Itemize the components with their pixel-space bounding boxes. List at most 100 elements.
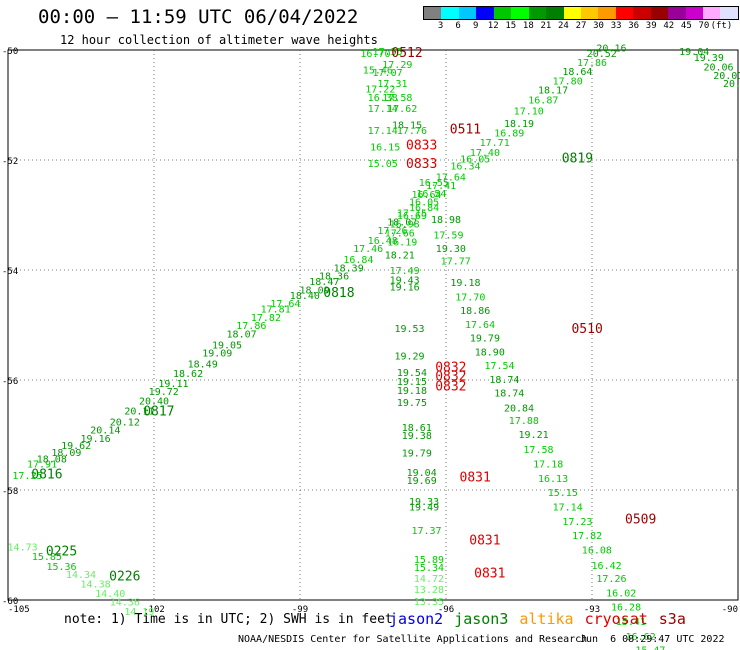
- pass-time-label: 0509: [625, 513, 656, 528]
- satellite-jason2: jason2: [389, 610, 444, 628]
- swh-point: 20.11: [124, 406, 154, 417]
- swh-point: 17.31: [377, 79, 407, 90]
- swh-point: 16.28: [611, 603, 641, 614]
- x-tick-label: -105: [8, 605, 30, 615]
- scale-swatch: [633, 7, 651, 19]
- swh-point: 16.64: [411, 190, 441, 201]
- swh-point: 17.58: [382, 93, 412, 104]
- swh-point: 19.54: [397, 368, 427, 379]
- scale-swatch: [720, 7, 738, 19]
- swh-point: 17.64: [436, 173, 466, 184]
- pass-time-label: 0510: [571, 322, 602, 337]
- swh-point: 17.46: [353, 244, 383, 255]
- pass-time-label: 0226: [109, 569, 140, 584]
- scale-swatch: [441, 7, 459, 19]
- swh-point: 16.02: [606, 588, 636, 599]
- scale-label: 6: [455, 21, 461, 31]
- swh-point: 19.05: [212, 340, 242, 351]
- swh-point: 15.34: [414, 563, 444, 574]
- swh-point: 20.34: [723, 79, 740, 90]
- swh-point: 18.98: [431, 215, 461, 226]
- swh-point: 19.75: [397, 398, 427, 409]
- swh-point: 17.07: [373, 68, 403, 79]
- swh-point: 17.80: [553, 76, 583, 87]
- swh-point: 17.71: [480, 138, 510, 149]
- scale-label: 21: [540, 21, 552, 31]
- swh-point: 19.29: [394, 351, 424, 362]
- y-tick-label: -56: [2, 377, 18, 387]
- scale-label: 27: [575, 21, 587, 31]
- swh-point: 20.40: [139, 396, 169, 407]
- swh-point: 20.01: [713, 71, 740, 82]
- chart-title: 00:00 — 11:59 UTC 06/04/2022: [38, 6, 359, 28]
- swh-point: 17.54: [484, 361, 514, 372]
- swh-point: 17.29: [382, 60, 412, 71]
- swh-point: 19.18: [450, 278, 480, 289]
- swh-point: 14.40: [95, 589, 125, 600]
- swh-point: 18.62: [173, 369, 203, 380]
- swh-point: 17.22: [365, 85, 395, 96]
- pass-time-label: 0831: [460, 470, 491, 485]
- footer-note: note: 1) Time is in UTC; 2) SWH is in fe…: [64, 612, 393, 627]
- swh-point: 19.49: [409, 503, 439, 514]
- satellite-altika: altika: [519, 610, 574, 628]
- y-tick-label: -52: [2, 157, 18, 167]
- swh-point: 17.82: [251, 313, 281, 324]
- swh-point: 15.15: [548, 488, 578, 499]
- swh-point: 19.33: [409, 497, 439, 508]
- pass-time-label: 0817: [143, 404, 174, 419]
- swh-point: 18.40: [290, 291, 320, 302]
- swh-point: 16.15: [370, 142, 400, 153]
- pass-time-label: 0818: [323, 286, 354, 301]
- scale-label: 36: [628, 21, 640, 31]
- swh-point: 16.38: [368, 93, 398, 104]
- y-tick-label: -50: [2, 47, 18, 57]
- swh-point: 18.17: [538, 86, 568, 97]
- swh-point: 17.14: [368, 104, 398, 115]
- scale-swatch: [493, 7, 512, 19]
- swh-point: 15.47: [635, 646, 665, 650]
- swh-point: 17.62: [387, 104, 417, 115]
- swh-point: 15.85: [32, 552, 62, 563]
- pass-time-label: 0832: [435, 370, 466, 385]
- swh-point: 20.52: [587, 49, 617, 60]
- swh-point: 15.36: [46, 562, 76, 573]
- scale-label: 39: [645, 21, 657, 31]
- swh-point: 20.12: [110, 417, 140, 428]
- pass-time-label: 0225: [46, 545, 77, 560]
- swh-point: 19.53: [394, 324, 424, 335]
- swh-point: 16.42: [592, 561, 622, 572]
- swh-point: 17.37: [411, 526, 441, 537]
- swh-point: 19.62: [61, 441, 91, 452]
- x-tick-label: -90: [722, 605, 738, 615]
- pass-time-label: 0833: [406, 157, 437, 172]
- pass-time-label: 0831: [469, 534, 500, 549]
- swh-point: 19.79: [470, 334, 500, 345]
- y-tick-label: -60: [2, 597, 18, 607]
- scale-swatch: [668, 7, 686, 19]
- scale-label: 3: [437, 21, 444, 31]
- swh-point: 17.88: [509, 416, 539, 427]
- scale-label: 42: [663, 21, 675, 31]
- swh-point: 19.04: [407, 468, 437, 479]
- swh-point: 18.47: [309, 277, 339, 288]
- swh-point: 19.69: [407, 476, 437, 487]
- swh-point: 16.54: [416, 189, 446, 200]
- swh-point: 17.70: [455, 292, 485, 303]
- plot-frame: [7, 49, 739, 601]
- swh-point: 20.06: [703, 63, 733, 74]
- swh-point: 20.84: [504, 404, 534, 415]
- x-tick-label: -96: [438, 605, 454, 615]
- swh-point: 13.28: [414, 585, 444, 596]
- swh-point: 17.55: [373, 47, 403, 58]
- swh-point: 15.41: [616, 617, 646, 628]
- scale-swatch: [546, 7, 564, 19]
- swh-point: 17.15: [397, 208, 427, 219]
- scale-swatch: [650, 7, 669, 19]
- satellite-cryosat: cryosat: [584, 610, 648, 628]
- swh-point: 18.19: [504, 119, 534, 130]
- swh-point: 16.89: [494, 129, 524, 140]
- swh-point: 16.13: [538, 474, 568, 485]
- swh-point: 18.90: [475, 347, 505, 358]
- swh-point: 18.74: [494, 389, 524, 400]
